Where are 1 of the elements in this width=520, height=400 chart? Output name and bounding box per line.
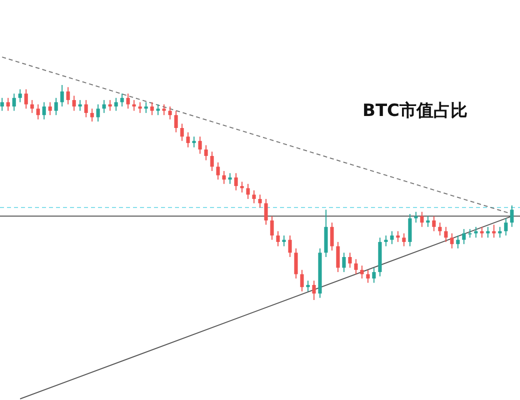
text: BTC市值占比 — [362, 101, 468, 121]
